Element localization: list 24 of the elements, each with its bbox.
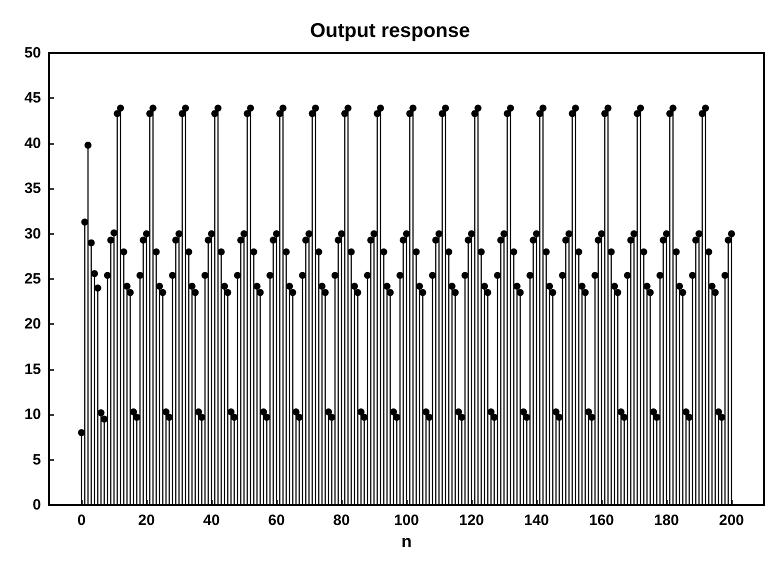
y-tick-label: 35 xyxy=(24,180,41,198)
x-tick-label: 160 xyxy=(588,512,614,529)
y-tick-label: 10 xyxy=(24,406,41,424)
x-tick-label: 120 xyxy=(458,512,484,529)
x-tick-label: 60 xyxy=(268,512,285,529)
y-tick-label: 15 xyxy=(24,360,41,378)
x-tick-label: 100 xyxy=(394,512,420,529)
x-tick-label: 40 xyxy=(203,512,220,529)
x-tick-label: 20 xyxy=(138,512,155,529)
x-tick-label: 0 xyxy=(77,512,86,529)
x-tick-label: 80 xyxy=(333,512,350,529)
y-tick-label: 40 xyxy=(24,134,41,152)
y-tick-label: 50 xyxy=(24,44,41,62)
x-axis-title: n xyxy=(401,532,412,551)
x-tick-label: 180 xyxy=(654,512,680,529)
y-tick-label: 30 xyxy=(24,225,41,242)
y-tick-label: 25 xyxy=(24,270,41,288)
x-tick-label: 200 xyxy=(718,512,744,529)
chart-title: Output response xyxy=(310,20,470,42)
y-tick-label: 0 xyxy=(32,496,41,514)
x-tick-label: 140 xyxy=(524,512,550,529)
y-tick-label: 20 xyxy=(24,316,41,333)
y-tick-label: 45 xyxy=(24,90,41,107)
y-tick-label: 5 xyxy=(32,451,41,468)
